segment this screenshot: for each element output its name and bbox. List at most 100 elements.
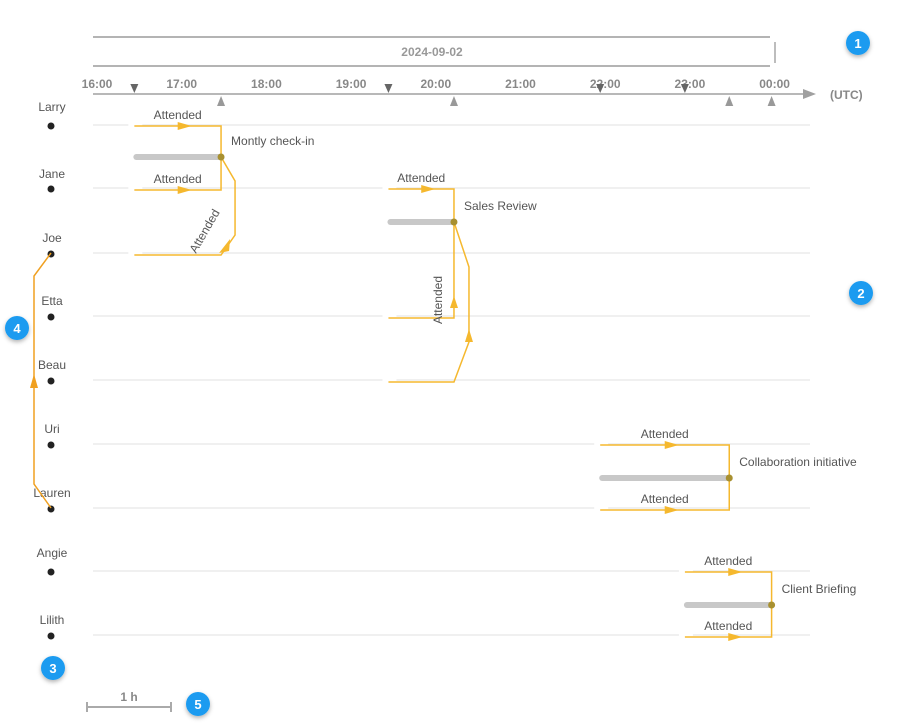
callout-badge-2: 2 <box>849 281 873 305</box>
attendance-label: Attended <box>187 207 223 256</box>
attendance-edge <box>388 188 455 222</box>
attendance-edge <box>684 571 773 605</box>
event-node[interactable] <box>217 153 225 161</box>
event-node[interactable] <box>768 601 776 609</box>
scale-bar: 1 h <box>86 690 172 712</box>
event-start-marker-icon <box>680 84 689 93</box>
svg-text:1: 1 <box>854 36 861 51</box>
person-row-larry: Larry <box>38 100 810 130</box>
svg-text:5: 5 <box>194 697 201 712</box>
person-row-angie: Angie <box>37 546 810 576</box>
callout-badge-1: 1 <box>846 31 870 55</box>
attendance-label: Attended <box>641 427 689 441</box>
person-row-beau: Beau <box>38 358 810 385</box>
hour-label: 16:00 <box>82 77 113 91</box>
person-name[interactable]: Uri <box>44 422 59 436</box>
person-node[interactable] <box>47 568 55 576</box>
event-end-marker-icon <box>449 96 458 106</box>
attendance-label: Attended <box>154 172 202 186</box>
event-montly-check-in[interactable]: Attended Attended Attended Montly check-in <box>128 84 314 259</box>
date-label: 2024-09-02 <box>401 45 463 59</box>
event-collaboration-initiative[interactable]: Attended Attended Collaboration initiative <box>594 84 857 514</box>
event-sales-review[interactable]: Attended Attended Sales Review <box>382 84 537 386</box>
svg-text:4: 4 <box>13 321 21 336</box>
person-name[interactable]: Joe <box>42 231 62 245</box>
person-name[interactable]: Beau <box>38 358 66 372</box>
person-name[interactable]: Lauren <box>33 486 70 500</box>
event-node[interactable] <box>725 474 733 482</box>
attendance-arrow-icon <box>177 186 192 194</box>
scale-label: 1 h <box>120 690 137 704</box>
attendance-label: Attended <box>704 619 752 633</box>
event-start-marker-icon <box>130 84 139 93</box>
date-band: 2024-09-02 <box>93 36 776 67</box>
attendance-label: Attended <box>704 554 752 568</box>
person-node[interactable] <box>47 185 55 193</box>
person-row-lilith: Lilith <box>40 613 810 640</box>
callout-badge-5: 5 <box>186 692 210 716</box>
person-node[interactable] <box>47 122 55 130</box>
attendance-edge <box>134 157 222 191</box>
person-node[interactable] <box>47 505 55 513</box>
axis-arrow-icon <box>803 89 816 99</box>
person-row-joe: Joe <box>42 231 810 258</box>
person-node[interactable] <box>47 632 55 640</box>
person-name[interactable]: Etta <box>41 294 63 308</box>
attendance-label: Attended <box>431 276 445 324</box>
svg-text:2: 2 <box>857 286 864 301</box>
attendance-edge <box>134 156 236 256</box>
event-name: Collaboration initiative <box>739 455 857 469</box>
event-name: Montly check-in <box>231 134 314 148</box>
attendance-label: Attended <box>397 171 445 185</box>
event-end-marker-icon <box>217 96 226 106</box>
attendance-edge <box>388 222 455 319</box>
timezone-label: (UTC) <box>830 88 863 102</box>
hour-label: 19:00 <box>336 77 367 91</box>
callout-badge-4: 4 <box>5 316 29 340</box>
attendance-arrow-icon <box>464 329 473 342</box>
event-client-briefing[interactable]: Attended Attended Client Briefing <box>678 84 856 641</box>
attendance-arrow-icon <box>664 506 679 514</box>
person-name[interactable]: Jane <box>39 167 65 181</box>
attendance-arrow-icon <box>449 296 458 308</box>
attendance-edge <box>684 605 773 638</box>
hour-label: 22:00 <box>590 77 621 91</box>
person-row-jane: Jane <box>39 167 810 193</box>
event-name: Sales Review <box>464 199 537 213</box>
attendance-label: Attended <box>154 108 202 122</box>
attendance-arrow-icon <box>177 122 192 130</box>
hour-label: 18:00 <box>251 77 282 91</box>
attendance-arrow-icon <box>664 441 679 449</box>
attendance-edge <box>600 444 730 478</box>
callout-badge-3: 3 <box>41 656 65 680</box>
attendance-label: Attended <box>641 492 689 506</box>
event-end-marker-icon <box>767 96 776 106</box>
attendance-edge <box>388 221 470 383</box>
relation-path <box>30 252 52 509</box>
person-node[interactable] <box>47 313 55 321</box>
event-node[interactable] <box>450 218 458 226</box>
attendance-arrow-icon <box>728 568 743 576</box>
hour-label: 00:00 <box>759 77 790 91</box>
svg-text:3: 3 <box>49 661 56 676</box>
person-row-uri: Uri <box>44 422 810 449</box>
time-axis: (UTC) 16:00 17:00 18:00 19:00 20:00 21:00 22:0… <box>82 77 863 102</box>
person-name[interactable]: Angie <box>37 546 68 560</box>
hour-label: 23:00 <box>675 77 706 91</box>
event-start-marker-icon <box>384 84 393 93</box>
hour-label: 21:00 <box>505 77 536 91</box>
person-row-lauren: Lauren <box>33 486 810 513</box>
event-start-marker-icon <box>596 84 605 93</box>
event-end-marker-icon <box>725 96 734 106</box>
person-row-etta: Etta <box>41 294 810 321</box>
person-node[interactable] <box>47 441 55 449</box>
person-name[interactable]: Lilith <box>40 613 65 627</box>
hour-label: 20:00 <box>420 77 451 91</box>
relation-arrow-icon <box>30 374 38 388</box>
person-name[interactable]: Larry <box>38 100 65 114</box>
attendance-edge <box>600 478 730 511</box>
attendance-arrow-icon <box>421 185 436 193</box>
person-node[interactable] <box>47 377 55 385</box>
